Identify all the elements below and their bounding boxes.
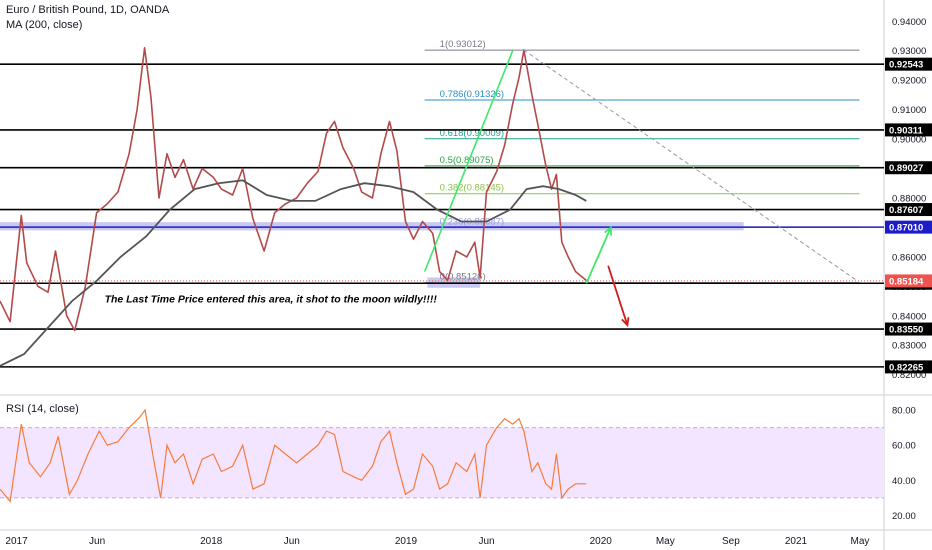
- level-price-badge: 0.87607: [889, 205, 923, 216]
- time-axis-tick-label: May: [656, 536, 675, 547]
- dashed-trend-line: [523, 49, 858, 281]
- level-price-badge: 0.92543: [889, 60, 923, 71]
- rsi-axis-tick-label: 40.00: [892, 476, 916, 487]
- fib-level-label: 0.618(0.90009): [440, 128, 504, 139]
- fib-level-label: 0.786(0.91326): [440, 89, 504, 100]
- rsi-band: [0, 427, 884, 498]
- price-axis-tick-label: 0.90000: [892, 135, 926, 146]
- level-price-badge: 0.89027: [889, 163, 923, 174]
- time-axis-tick-label: 2017: [5, 536, 28, 547]
- level-price-badge-bg: [885, 203, 932, 217]
- level-price-badge-bg: [885, 322, 932, 336]
- time-axis-tick-label: Sep: [722, 536, 740, 547]
- fib-level-label: 1(0.93012): [440, 39, 486, 50]
- forecast-down-arrow-head: [621, 317, 630, 328]
- rsi-axis-tick-label: 80.00: [892, 406, 916, 417]
- price-axis-tick-label: 0.91000: [892, 105, 926, 116]
- level-price-badge: 0.90311: [889, 125, 924, 136]
- resistance-zone: [0, 222, 744, 231]
- fib-level-label: 0(0.85126): [440, 272, 486, 283]
- chart-annotation-text: The Last Time Price entered this area, i…: [105, 294, 438, 306]
- level-price-badge-bg: [885, 161, 932, 175]
- time-axis-tick-label: 2018: [200, 536, 223, 547]
- level-price-badge: 0.82265: [889, 362, 924, 373]
- time-axis-tick-label: 2019: [395, 536, 418, 547]
- time-axis-tick-label: May: [851, 536, 870, 547]
- price-axis-tick-label: 0.94000: [892, 17, 926, 28]
- blue-level-price-badge: 0.87010: [889, 223, 923, 234]
- chart-title: Euro / British Pound, 1D, OANDA: [6, 4, 170, 16]
- price-axis-tick-label: 0.84000: [892, 311, 926, 322]
- price-axis-tick-label: 0.88000: [892, 193, 926, 204]
- forecast-up-arrow-head: [604, 225, 613, 236]
- current-price-badge-bg: [885, 274, 932, 288]
- blue-level-price-badge-bg: [885, 220, 932, 234]
- price-axis-tick-label: 0.92000: [892, 76, 926, 87]
- price-axis-tick-label: 0.86000: [892, 252, 926, 263]
- level-price-badge-bg: [885, 57, 932, 71]
- price-axis-tick-label: 0.93000: [892, 46, 926, 57]
- ma200-series-line: [0, 179, 587, 367]
- rsi-legend: RSI (14, close): [6, 403, 79, 415]
- forecast-down-arrow-shaft: [607, 265, 629, 326]
- uptrend-line: [423, 50, 514, 272]
- price-axis-tick-label: 0.83000: [892, 341, 926, 352]
- rsi-series-line: [0, 408, 587, 503]
- level-price-badge: 0.83550: [889, 325, 923, 336]
- rsi-axis-tick-label: 60.00: [892, 441, 916, 452]
- time-axis-tick-label: Jun: [478, 536, 494, 547]
- rsi-axis-tick-label: 20.00: [892, 511, 916, 522]
- level-price-badge-bg: [885, 360, 932, 374]
- time-axis-tick-label: Jun: [89, 536, 105, 547]
- fib-level-label: 0.5(0.89075): [440, 155, 494, 166]
- time-axis-tick-label: 2020: [590, 536, 613, 547]
- level-price-badge-bg: [885, 123, 932, 137]
- price-series-line: [0, 47, 587, 332]
- fib-level-label: 0.382(0.88145): [440, 183, 504, 194]
- ma-legend: MA (200, close): [6, 19, 83, 31]
- forecast-up-arrow-shaft: [585, 227, 612, 284]
- time-axis-tick-label: 2021: [785, 536, 808, 547]
- time-axis-tick-label: Jun: [284, 536, 300, 547]
- current-price-badge: 0.85184: [889, 276, 924, 287]
- price-axis-tick-label: 0.82000: [892, 370, 926, 381]
